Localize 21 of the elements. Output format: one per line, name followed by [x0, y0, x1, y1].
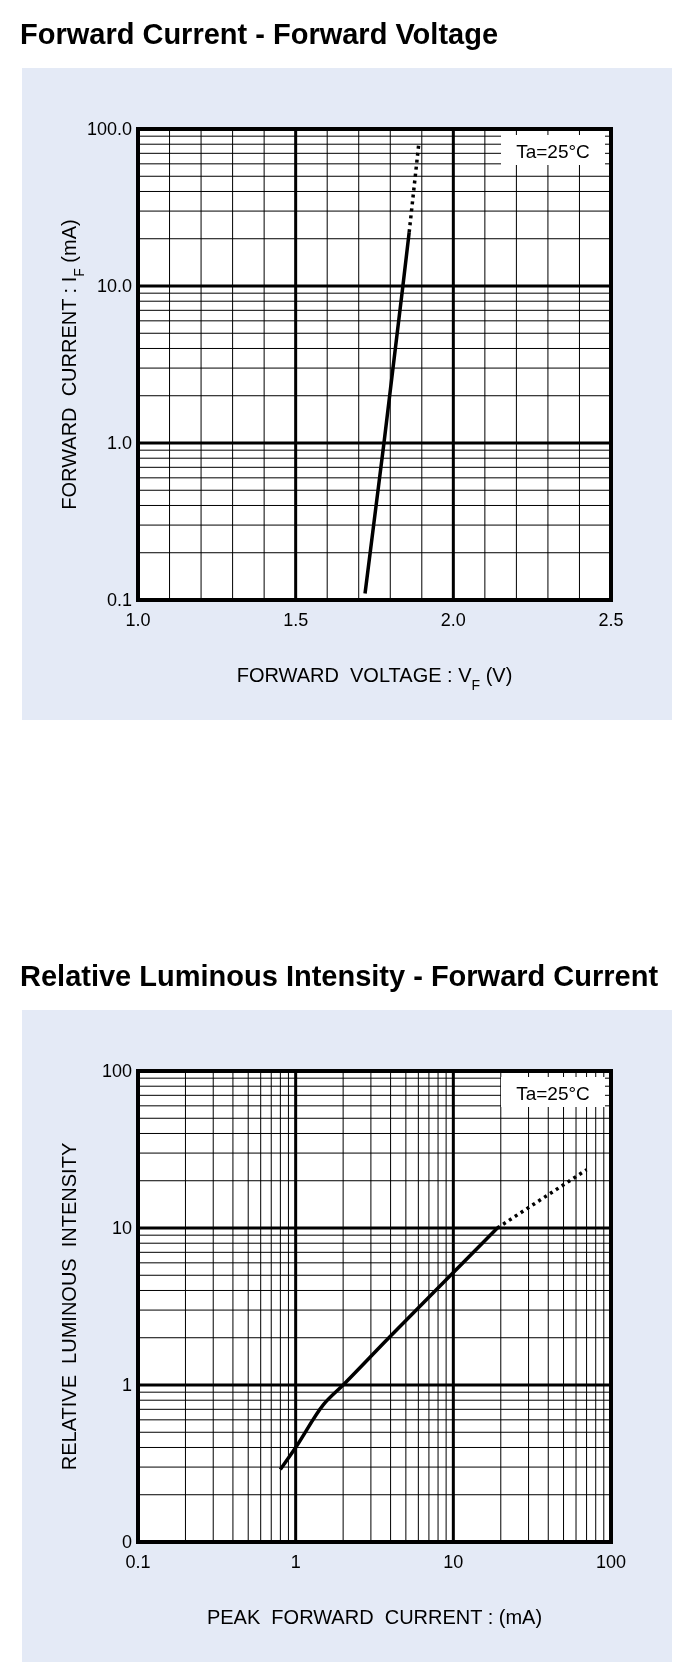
- chart-title: Forward Current - Forward Voltage: [20, 18, 499, 50]
- x-tick-label: 1: [290, 1552, 301, 1572]
- x-tick-label: 100: [595, 1552, 627, 1572]
- x-tick-label: 2.0: [440, 610, 466, 630]
- annotation: Ta=25°C: [516, 141, 590, 162]
- y-tick-label: 0.1: [106, 590, 132, 610]
- y-axis-title: RELATIVE LUMINOUS INTENSITY: [58, 1142, 80, 1471]
- x-tick-label: 2.5: [598, 610, 624, 630]
- x-tick-label: 10: [443, 1552, 464, 1572]
- x-tick-label: 1.5: [283, 610, 309, 630]
- y-tick-label: 10.0: [96, 276, 132, 296]
- y-tick-label: 1.0: [106, 433, 132, 453]
- x-axis-title: FORWARD VOLTAGE : V$_{F}$ (V): [236, 664, 513, 693]
- annotation: Ta=25°C: [516, 1083, 590, 1104]
- y-tick-label: 10: [111, 1218, 132, 1238]
- y-tick-label: 0: [121, 1532, 132, 1552]
- y-tick-label: 100.0: [86, 119, 132, 139]
- x-axis-title: PEAK FORWARD CURRENT : (mA): [206, 1606, 543, 1628]
- y-tick-label: 1: [121, 1375, 132, 1395]
- chart-title: Relative Luminous Intensity - Forward Current: [20, 960, 659, 992]
- y-tick-label: 100: [101, 1061, 132, 1081]
